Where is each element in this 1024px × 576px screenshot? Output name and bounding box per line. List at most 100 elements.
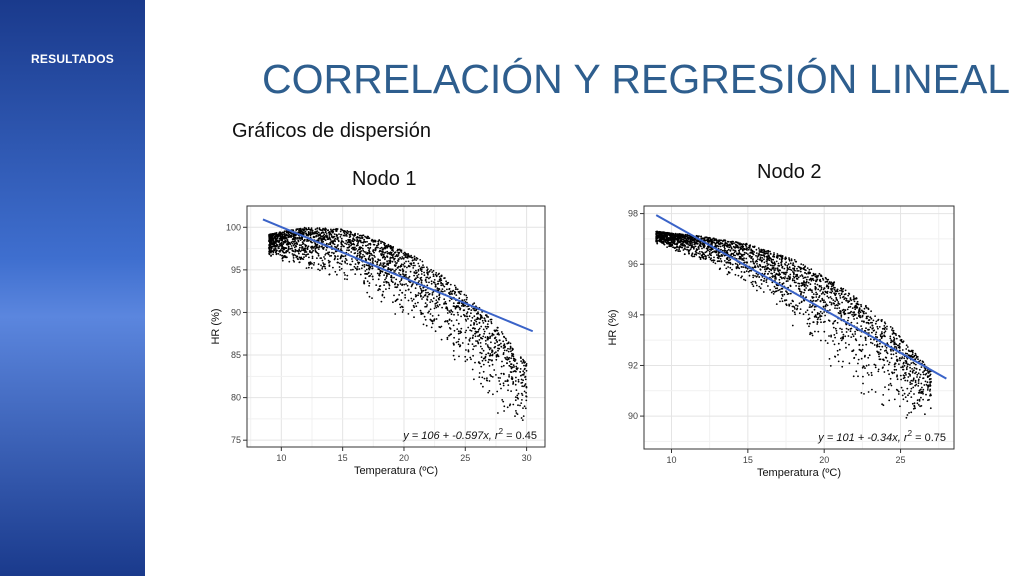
scatter-point	[508, 404, 511, 407]
scatter-point	[465, 298, 468, 301]
scatter-point	[734, 249, 736, 252]
scatter-point	[656, 234, 659, 237]
scatter-point	[852, 315, 855, 318]
scatter-point	[737, 274, 740, 277]
scatter-point	[414, 264, 416, 267]
scatter-point	[268, 247, 271, 249]
scatter-point	[665, 236, 668, 239]
scatter-point	[300, 249, 303, 251]
scatter-point	[475, 320, 478, 323]
scatter-point	[905, 360, 908, 363]
scatter-point	[725, 258, 728, 260]
scatter-point	[804, 282, 807, 284]
scatter-point	[321, 229, 324, 232]
scatter-point	[324, 228, 327, 230]
scatter-point	[434, 303, 437, 305]
scatter-point	[840, 316, 843, 318]
scatter-point	[829, 301, 831, 304]
scatter-point	[506, 362, 508, 365]
scatter-point	[662, 241, 665, 243]
scatter-point	[330, 233, 332, 236]
scatter-point	[766, 259, 769, 261]
scatter-point	[420, 273, 423, 275]
scatter-point	[409, 291, 412, 294]
scatter-point	[401, 291, 403, 294]
scatter-point	[867, 307, 870, 310]
scatter-point	[364, 241, 367, 243]
scatter-point	[504, 337, 507, 340]
scatter-point	[424, 318, 427, 321]
scatter-point	[502, 364, 505, 367]
scatter-point	[351, 246, 354, 249]
scatter-point	[750, 260, 752, 263]
scatter-point	[859, 335, 862, 338]
scatter-point	[818, 312, 821, 315]
scatter-point	[735, 267, 738, 270]
scatter-point	[884, 326, 887, 329]
scatter-point	[495, 329, 497, 332]
scatter-point	[418, 280, 420, 282]
scatter-point	[290, 245, 293, 247]
scatter-point	[750, 248, 752, 251]
scatter-point	[433, 281, 436, 284]
scatter-point	[391, 268, 394, 271]
scatter-point	[454, 288, 457, 290]
scatter-point	[842, 296, 844, 299]
scatter-point	[294, 254, 297, 257]
scatter-point	[410, 297, 413, 300]
scatter-point	[925, 383, 928, 386]
scatter-point	[325, 242, 328, 245]
scatter-point	[820, 286, 823, 289]
scatter-point	[745, 243, 747, 245]
scatter-point	[520, 417, 523, 419]
scatter-point	[513, 366, 515, 368]
scatter-point	[437, 314, 440, 317]
scatter-point	[291, 247, 293, 250]
scatter-point	[857, 362, 859, 365]
scatter-point	[490, 322, 493, 325]
scatter-point	[366, 244, 369, 246]
scatter-point	[505, 339, 508, 342]
scatter-point	[415, 269, 417, 272]
scatter-point	[480, 352, 483, 355]
scatter-point	[773, 264, 775, 267]
scatter-point	[847, 319, 849, 322]
scatter-point	[929, 373, 932, 376]
scatter-point	[500, 342, 502, 345]
scatter-point	[497, 377, 500, 379]
scatter-point	[759, 287, 762, 290]
scatter-point	[464, 360, 467, 363]
scatter-point	[277, 233, 279, 236]
scatter-point	[419, 285, 421, 288]
scatter-point	[443, 303, 445, 305]
scatter-point	[502, 382, 505, 385]
scatter-point	[425, 305, 428, 308]
scatter-point	[510, 350, 512, 353]
scatter-point	[884, 330, 887, 333]
scatter-point	[889, 337, 892, 340]
scatter-point	[811, 291, 814, 293]
scatter-point	[406, 284, 409, 287]
scatter-point	[804, 276, 807, 279]
scatter-point	[894, 362, 896, 365]
scatter-point	[521, 419, 524, 421]
scatter-point	[815, 276, 818, 279]
scatter-point	[486, 338, 489, 341]
scatter-point	[500, 387, 502, 390]
scatter-point	[895, 352, 897, 355]
scatter-point	[844, 335, 847, 338]
scatter-point	[341, 240, 344, 242]
scatter-point	[879, 348, 882, 351]
scatter-point	[268, 244, 271, 247]
scatter-point	[425, 291, 427, 294]
scatter-point	[876, 350, 878, 353]
scatter-point	[391, 260, 394, 263]
scatter-point	[513, 358, 516, 360]
scatter-point	[320, 264, 322, 267]
scatter-point	[383, 252, 386, 254]
scatter-point	[875, 340, 878, 343]
scatter-point	[379, 259, 381, 262]
scatter-point	[319, 257, 322, 259]
scatter-point	[431, 271, 434, 273]
scatter-point	[411, 309, 413, 312]
